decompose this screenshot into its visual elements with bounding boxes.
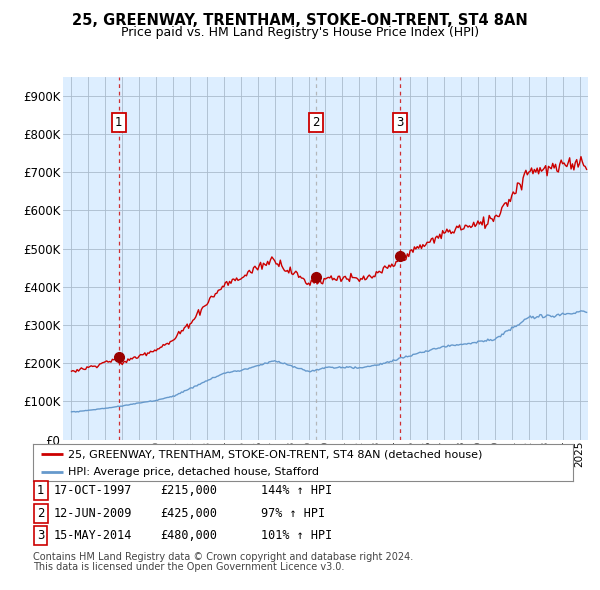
- Text: 2: 2: [37, 507, 44, 520]
- Text: Price paid vs. HM Land Registry's House Price Index (HPI): Price paid vs. HM Land Registry's House …: [121, 26, 479, 39]
- Text: 101% ↑ HPI: 101% ↑ HPI: [261, 529, 332, 542]
- Text: This data is licensed under the Open Government Licence v3.0.: This data is licensed under the Open Gov…: [33, 562, 344, 572]
- Text: £215,000: £215,000: [161, 484, 218, 497]
- Text: 97% ↑ HPI: 97% ↑ HPI: [261, 507, 325, 520]
- Text: £480,000: £480,000: [161, 529, 218, 542]
- Text: 2: 2: [312, 116, 320, 129]
- Text: 25, GREENWAY, TRENTHAM, STOKE-ON-TRENT, ST4 8AN (detached house): 25, GREENWAY, TRENTHAM, STOKE-ON-TRENT, …: [68, 449, 482, 459]
- Text: 1: 1: [115, 116, 122, 129]
- Text: Contains HM Land Registry data © Crown copyright and database right 2024.: Contains HM Land Registry data © Crown c…: [33, 552, 413, 562]
- Text: 1: 1: [37, 484, 44, 497]
- Text: 17-OCT-1997: 17-OCT-1997: [54, 484, 132, 497]
- Text: 25, GREENWAY, TRENTHAM, STOKE-ON-TRENT, ST4 8AN: 25, GREENWAY, TRENTHAM, STOKE-ON-TRENT, …: [72, 13, 528, 28]
- Text: 3: 3: [37, 529, 44, 542]
- Text: 15-MAY-2014: 15-MAY-2014: [54, 529, 132, 542]
- Text: 12-JUN-2009: 12-JUN-2009: [54, 507, 132, 520]
- Text: £425,000: £425,000: [161, 507, 218, 520]
- Text: HPI: Average price, detached house, Stafford: HPI: Average price, detached house, Staf…: [68, 467, 319, 477]
- Text: 3: 3: [396, 116, 403, 129]
- Text: 144% ↑ HPI: 144% ↑ HPI: [261, 484, 332, 497]
